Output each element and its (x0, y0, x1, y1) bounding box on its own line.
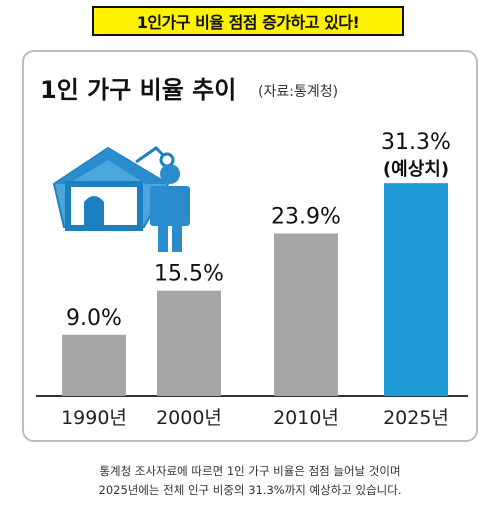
caption: 통계청 조사자료에 따르면 1인 가구 비율은 점점 늘어날 것이며 2025년… (0, 462, 500, 500)
chart-title: 1인 가구 비율 추이 (40, 76, 236, 104)
value-label-1990년: 9.0% (66, 306, 122, 331)
bar-chart: 1인 가구 비율 추이 (자료:통계청) 9.0% 1990년 15.5% 2000년… (36, 76, 468, 429)
headline-banner: 1인가구 비율 점점 증가하고 있다! (92, 6, 404, 36)
value-label-2000년: 15.5% (154, 262, 224, 287)
chart-panel: 1인 가구 비율 추이 (자료:통계청) 9.0% 1990년 15.5% 2000년… (22, 50, 478, 442)
annotation-2025년: (예상치) (383, 159, 449, 180)
bar-2010년 (274, 233, 338, 396)
bar-2000년 (157, 290, 221, 396)
bar-1990년 (62, 334, 126, 396)
value-label-2010년: 23.9% (271, 204, 341, 229)
caption-line-2: 2025년에는 전체 인구 비중의 31.3%까지 예상하고 있습니다. (98, 483, 402, 497)
caption-line-1: 통계청 조사자료에 따르면 1인 가구 비율은 점점 늘어날 것이며 (99, 464, 401, 478)
bar-2025년 (384, 183, 448, 396)
category-label-2025년: 2025년 (383, 407, 449, 429)
category-label-2010년: 2010년 (273, 407, 339, 429)
chart-source: (자료:통계청) (258, 84, 338, 100)
house-person-icon (52, 146, 190, 252)
category-label-1990년: 1990년 (61, 407, 127, 429)
value-label-2025년: 31.3% (381, 130, 451, 155)
category-label-2000년: 2000년 (156, 407, 222, 429)
